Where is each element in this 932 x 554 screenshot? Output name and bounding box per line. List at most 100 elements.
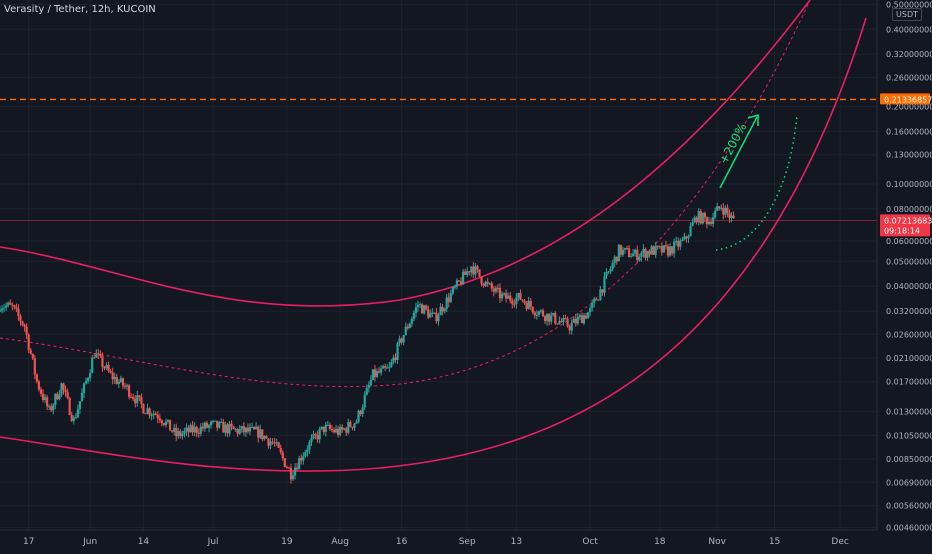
candle-body [572, 318, 575, 323]
candle-body [136, 395, 139, 404]
price-tick-label: 0.01300000 [886, 408, 932, 417]
candle-body [261, 429, 264, 440]
candle-body [271, 441, 274, 443]
time-tick-label: Oct [582, 537, 598, 547]
candle-body [418, 304, 422, 306]
candle-body [304, 452, 307, 457]
candle-body [601, 289, 604, 293]
time-tick-label: 17 [23, 537, 34, 547]
candle-body [21, 321, 24, 326]
candle-body [37, 381, 41, 390]
candle-body [336, 428, 340, 435]
candle-body [578, 315, 581, 318]
candle-body [683, 236, 686, 240]
price-tick-label: 0.00690000 [886, 478, 932, 487]
candle-body [302, 456, 305, 461]
candle-body [68, 397, 71, 415]
candle-body [388, 366, 391, 368]
candle-body [566, 318, 569, 327]
candle-body [695, 217, 698, 223]
candle-body [60, 383, 63, 395]
candle-body [449, 293, 452, 303]
candle-body [554, 313, 557, 324]
growth-annotation-text: +200% [716, 121, 749, 167]
candle-body [29, 350, 32, 354]
time-tick-label: Sep [459, 537, 476, 547]
annotations: +200% [716, 113, 759, 189]
time-tick-label: 13 [511, 537, 522, 547]
candle-body [173, 427, 176, 432]
candle-body [15, 307, 18, 309]
candle-body [113, 376, 116, 380]
candle-body [326, 424, 329, 426]
candle-body [236, 429, 239, 434]
candle-body [25, 326, 28, 335]
candle-body [283, 458, 286, 467]
candle-body [529, 300, 532, 307]
candle-body [703, 212, 706, 218]
candle-body [507, 295, 510, 299]
time-tick-label: 19 [281, 537, 293, 547]
candle-body [603, 276, 606, 293]
candle-body [619, 244, 622, 255]
candle-body [377, 371, 381, 373]
candle-body [107, 365, 110, 372]
candle-body [328, 424, 331, 430]
growth-arrow-line [719, 116, 758, 189]
candle-body [724, 207, 727, 215]
time-tick-label: 16 [396, 537, 408, 547]
candle-body [289, 467, 293, 480]
candle-body [273, 442, 276, 444]
candle-body [421, 304, 424, 314]
candle-body [496, 287, 500, 289]
candle-body [144, 413, 147, 415]
candle-body [82, 383, 86, 393]
candle-body [58, 394, 61, 400]
candle-body [19, 315, 22, 322]
projection-dotted-curve [715, 114, 798, 251]
candle-body [687, 236, 690, 239]
candle-body [660, 246, 663, 253]
candle-body [296, 467, 299, 470]
candle-body [238, 429, 241, 434]
candle-body [709, 221, 713, 224]
time-tick-label: Dec [831, 537, 848, 547]
candle-body [455, 280, 459, 287]
candle-body [242, 426, 245, 433]
candle-body [66, 392, 69, 398]
candle-body [564, 318, 567, 320]
candle-body [99, 353, 102, 356]
candle-body [23, 325, 26, 327]
currency-badge[interactable]: USDT [892, 8, 922, 21]
candle-body [427, 309, 430, 318]
candle-body [392, 357, 395, 362]
candle-body [398, 338, 401, 344]
candle-body [199, 426, 202, 434]
price-tick-label: 0.20000000 [886, 103, 932, 112]
candle-body [2, 307, 6, 309]
candle-body [632, 253, 635, 257]
candle-body [697, 211, 700, 223]
candle-body [447, 297, 450, 303]
candle-body [472, 266, 475, 275]
candle-body [62, 383, 65, 390]
candle-body [306, 449, 309, 453]
candle-body [164, 421, 168, 425]
candle-body [617, 244, 620, 262]
candle-body [293, 467, 297, 476]
candle-body [677, 240, 680, 247]
candle-body [623, 248, 627, 250]
channel-curves [0, 0, 867, 472]
candle-body [121, 378, 125, 386]
candle-body [70, 414, 73, 421]
candle-body [570, 322, 573, 331]
candle-body [679, 240, 682, 247]
candle-body [9, 302, 12, 305]
candle-body [142, 403, 145, 414]
candle-body [666, 246, 670, 256]
candle-body [630, 256, 633, 258]
candle-body [400, 338, 403, 343]
candle-body [230, 423, 233, 427]
